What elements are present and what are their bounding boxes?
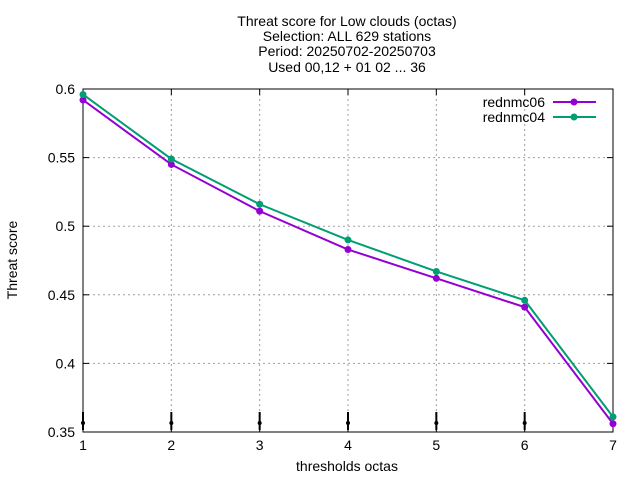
data-point-rednmc06 <box>609 420 617 428</box>
x-tick-label: 5 <box>432 437 440 453</box>
data-series <box>79 90 617 428</box>
x-tick-label: 6 <box>521 437 529 453</box>
data-point-rednmc04 <box>256 200 264 208</box>
y-tick-label: 0.6 <box>56 81 76 97</box>
data-point-rednmc04 <box>521 296 529 304</box>
legend-marker-rednmc06 <box>570 98 578 106</box>
title-line-3: Period: 20250702-20250703 <box>258 43 436 59</box>
bottom-tick-marks <box>81 412 527 430</box>
data-point-rednmc06 <box>167 160 175 168</box>
title-line-1: Threat score for Low clouds (octas) <box>237 13 456 29</box>
data-point-rednmc04 <box>432 267 440 275</box>
legend-label-rednmc04: rednmc04 <box>483 109 545 125</box>
data-point-rednmc06 <box>256 207 264 215</box>
data-point-rednmc06 <box>79 96 87 104</box>
legend-marker-rednmc04 <box>570 113 578 121</box>
y-tick-label: 0.4 <box>56 355 76 371</box>
y-tick-label: 0.5 <box>56 218 76 234</box>
legend-label-rednmc06: rednmc06 <box>483 94 545 110</box>
bottom-tick-dot <box>522 421 527 425</box>
bottom-tick-dot <box>169 421 174 425</box>
x-tick-label: 1 <box>79 437 87 453</box>
bottom-tick-dot <box>346 421 350 425</box>
x-axis-label: thresholds octas <box>296 458 398 474</box>
x-axis-ticks: 1 2 3 4 5 6 7 <box>79 89 617 453</box>
grid-lines <box>83 89 613 432</box>
data-point-rednmc04 <box>167 155 175 163</box>
y-tick-label: 0.45 <box>48 287 75 303</box>
x-tick-label: 3 <box>256 437 264 453</box>
data-point-rednmc06 <box>521 303 529 311</box>
y-axis-ticks: 0.35 0.4 0.45 0.5 0.55 0.6 <box>48 81 613 440</box>
data-point-rednmc04 <box>344 236 352 244</box>
x-tick-label: 2 <box>167 437 175 453</box>
y-tick-label: 0.35 <box>48 424 75 440</box>
chart-title: Threat score for Low clouds (octas) Sele… <box>237 13 456 75</box>
y-tick-label: 0.55 <box>48 150 75 166</box>
data-point-rednmc06 <box>344 246 352 254</box>
y-axis-label: Threat score <box>4 220 20 299</box>
bottom-tick-dot <box>257 421 262 425</box>
x-tick-label: 7 <box>609 437 617 453</box>
title-line-4: Used 00,12 + 01 02 ... 36 <box>268 59 426 75</box>
data-point-rednmc04 <box>79 90 87 98</box>
data-point-rednmc04 <box>609 413 617 421</box>
title-line-2: Selection: ALL 629 stations <box>263 28 431 44</box>
bottom-tick-dot <box>434 421 439 425</box>
data-point-rednmc06 <box>432 274 440 282</box>
x-tick-label: 4 <box>344 437 352 453</box>
